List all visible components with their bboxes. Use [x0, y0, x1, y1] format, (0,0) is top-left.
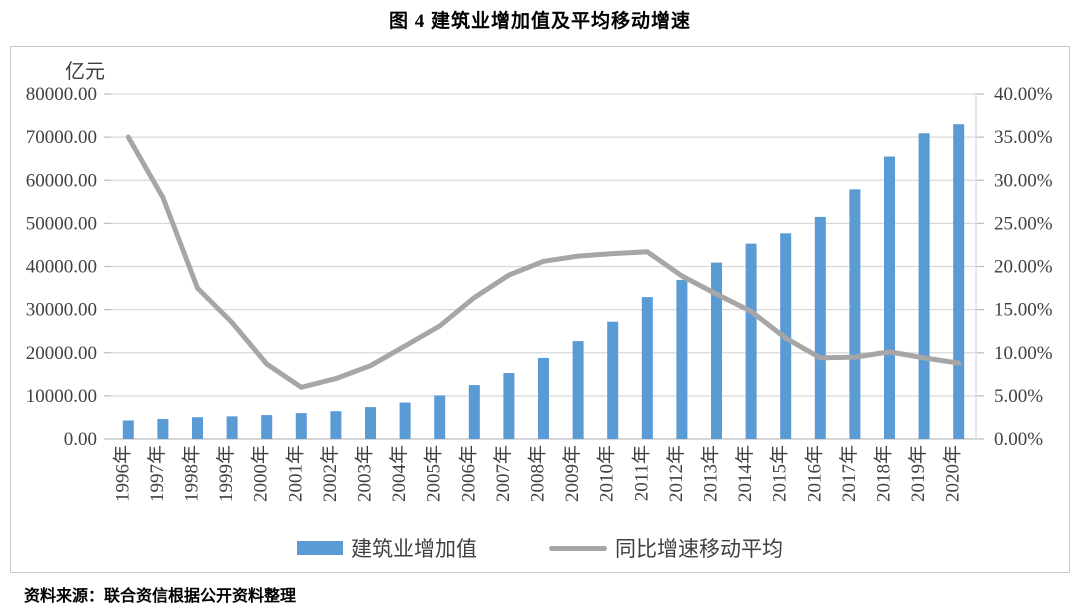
- secondary-y-axis-tick-label: 0.00%: [994, 429, 1043, 450]
- y-axis-tick-label: 0.00: [64, 429, 97, 450]
- x-axis-tick-label: 2009年: [561, 445, 583, 502]
- bar-series-swatch: [297, 541, 343, 555]
- bar-2000年: [261, 415, 273, 439]
- bar-1996年: [122, 420, 134, 439]
- y-axis-tick-label: 50000.00: [26, 213, 97, 234]
- x-axis-tick-label: 2016年: [803, 445, 825, 502]
- x-axis-tick-label: 2013年: [700, 445, 722, 502]
- y-axis-unit-label: 亿元: [65, 61, 105, 83]
- x-axis-tick-label: 1997年: [146, 445, 168, 502]
- x-axis-tick-label: 2017年: [838, 445, 860, 502]
- line-series-label: 同比增速移动平均: [615, 537, 783, 561]
- y-axis-tick-label: 20000.00: [26, 343, 97, 364]
- bar-2020年: [953, 124, 965, 439]
- bar-2005年: [434, 395, 446, 439]
- x-axis-tick-label: 2003年: [354, 445, 376, 502]
- bar-2001年: [295, 413, 307, 439]
- x-axis-tick-label: 1999年: [215, 445, 237, 502]
- bar-2010年: [607, 321, 619, 439]
- trend-line: [125, 134, 962, 390]
- secondary-y-axis-tick-label: 15.00%: [994, 300, 1053, 321]
- bar-2009年: [572, 341, 584, 439]
- secondary-y-axis-tick-label: 10.00%: [994, 343, 1053, 364]
- chart-legend: 建筑业增加值 同比增速移动平均: [11, 533, 1069, 563]
- x-axis-tick-label: 2005年: [423, 445, 445, 502]
- secondary-y-axis-tick-label: 25.00%: [994, 213, 1053, 234]
- x-axis-tick-label: 1996年: [111, 445, 133, 502]
- bar-2013年: [711, 262, 722, 439]
- x-axis-tick-label: 2004年: [388, 445, 410, 502]
- x-axis-tick-label: 2012年: [665, 445, 687, 502]
- legend-item-bar: 建筑业增加值: [297, 533, 477, 563]
- y-axis-tick-label: 30000.00: [26, 300, 97, 321]
- chart-canvas: 0.00 0.00% 10000.00 5.00% 20000.00 10.00% 3000…: [26, 84, 1053, 502]
- bar-2011年: [641, 297, 653, 439]
- bar-2016年: [814, 216, 826, 439]
- x-axis-tick-label: 2015年: [769, 445, 791, 502]
- bar-2007年: [503, 373, 515, 439]
- bar-series-label: 建筑业增加值: [351, 537, 477, 561]
- bar-2003年: [365, 407, 376, 439]
- x-axis-tick-label: 2002年: [319, 445, 341, 502]
- bar-2019年: [918, 133, 930, 439]
- y-axis-tick-label: 80000.00: [26, 84, 97, 105]
- bar-2008年: [538, 357, 549, 439]
- bar-1999年: [226, 416, 238, 439]
- bar-2018年: [884, 156, 895, 439]
- bar-1997年: [157, 418, 169, 439]
- x-axis-tick-label: 2000年: [250, 445, 272, 502]
- legend-item-line: 同比增速移动平均: [549, 533, 783, 563]
- chart-area: 亿元 0.00 0.00% 10000.00 5.00% 20000.00 10.00% 3…: [10, 46, 1070, 573]
- x-axis-tick-label: 1998年: [181, 445, 203, 502]
- y-axis-tick-label: 10000.00: [26, 386, 97, 407]
- bar-2014年: [745, 243, 757, 439]
- y-axis-tick-label: 70000.00: [26, 127, 97, 148]
- x-axis-tick-label: 2019年: [907, 445, 929, 502]
- x-axis-tick-label: 2014年: [734, 445, 756, 502]
- line-series-swatch: [549, 545, 607, 551]
- secondary-y-axis-tick-label: 30.00%: [994, 170, 1053, 191]
- x-axis-tick-label: 2008年: [527, 445, 549, 502]
- secondary-y-axis-tick-label: 20.00%: [994, 257, 1053, 278]
- x-axis-tick-label: 2018年: [873, 445, 895, 502]
- secondary-y-axis-tick-label: 40.00%: [994, 84, 1053, 105]
- bar-2004年: [399, 402, 411, 439]
- x-axis-tick-label: 2007年: [492, 445, 514, 502]
- bar-2012年: [676, 279, 688, 439]
- y-axis-tick-label: 60000.00: [26, 170, 97, 191]
- bar-1998年: [192, 417, 203, 439]
- figure-title: 图 4 建筑业增加值及平均移动增速: [388, 11, 691, 32]
- bar-2002年: [330, 411, 342, 439]
- y-axis-tick-label: 40000.00: [26, 257, 97, 278]
- x-axis-tick-label: 2006年: [457, 445, 479, 502]
- bar-2006年: [468, 385, 480, 439]
- secondary-y-axis-tick-label: 35.00%: [994, 127, 1053, 148]
- secondary-y-axis-tick-label: 5.00%: [994, 386, 1043, 407]
- bar-2017年: [849, 189, 861, 439]
- x-axis-tick-label: 2020年: [942, 445, 964, 502]
- x-axis-tick-label: 2010年: [596, 445, 618, 502]
- source-note: 资料来源：联合资信根据公开资料整理: [24, 588, 297, 605]
- x-axis-tick-label: 2001年: [284, 445, 306, 502]
- x-axis-tick-label: 2011年: [630, 445, 652, 501]
